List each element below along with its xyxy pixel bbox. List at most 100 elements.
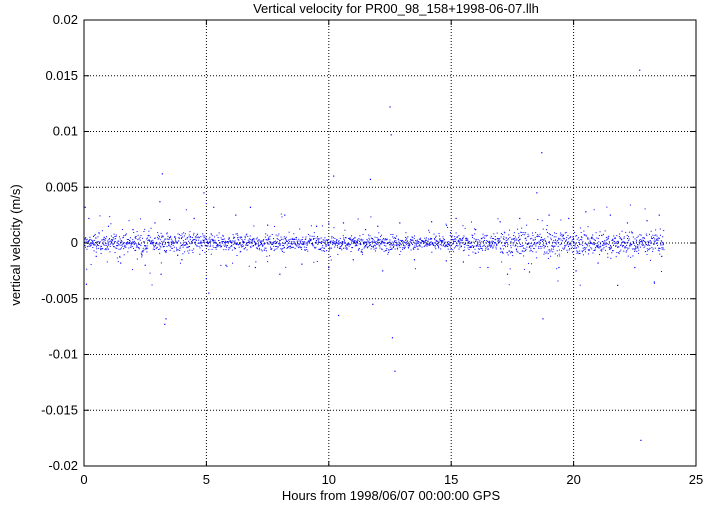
data-point (284, 214, 286, 216)
data-point (271, 234, 273, 236)
data-point (332, 240, 334, 242)
data-point (389, 106, 391, 108)
data-point (363, 242, 365, 244)
data-point (325, 243, 327, 245)
data-point (630, 256, 632, 258)
data-point (573, 237, 575, 239)
data-point (95, 246, 97, 248)
data-point (343, 240, 345, 242)
data-point (272, 238, 274, 240)
data-point (369, 178, 372, 181)
data-point (542, 239, 544, 241)
data-point (644, 208, 646, 210)
data-point (111, 240, 113, 242)
data-point (245, 234, 247, 236)
data-point (183, 235, 185, 237)
data-point (515, 239, 517, 241)
data-point (395, 240, 397, 242)
data-point (197, 242, 199, 244)
data-point (423, 246, 425, 248)
data-point (254, 242, 256, 243)
data-point (481, 237, 483, 239)
data-point (565, 240, 567, 242)
data-point (352, 259, 354, 261)
data-point (112, 237, 114, 239)
data-point (367, 234, 369, 236)
data-point (303, 243, 305, 245)
data-point (394, 241, 396, 243)
data-point (470, 247, 472, 249)
data-point (327, 239, 329, 241)
data-point (564, 247, 566, 249)
data-point (558, 266, 560, 269)
data-point (296, 244, 298, 246)
data-point (547, 253, 549, 255)
data-point (98, 231, 100, 233)
data-point (368, 246, 370, 248)
data-point (631, 243, 633, 245)
data-point (531, 246, 533, 248)
data-point (241, 246, 243, 248)
data-point (138, 248, 140, 250)
data-point (232, 234, 234, 236)
y-axis-label: vertical velocity (m/s) (8, 184, 23, 305)
data-point (566, 239, 567, 241)
data-point (528, 262, 530, 264)
data-point (568, 217, 570, 220)
data-point (135, 246, 137, 248)
data-point (429, 238, 431, 240)
data-point (574, 231, 576, 233)
data-point (353, 241, 355, 243)
data-point (370, 248, 372, 250)
data-point (280, 243, 282, 245)
data-point (234, 243, 236, 245)
data-point (475, 252, 477, 254)
data-point (255, 238, 257, 240)
data-point (268, 236, 270, 238)
data-point (629, 243, 631, 245)
data-point (189, 239, 191, 241)
data-point (205, 242, 207, 244)
data-point (569, 237, 571, 239)
data-point (163, 245, 165, 247)
data-point (606, 206, 608, 208)
data-point (366, 247, 368, 249)
data-point (225, 242, 227, 244)
data-point (569, 243, 571, 245)
data-point (628, 231, 630, 233)
data-point (643, 240, 645, 242)
data-point (313, 261, 315, 263)
data-point (641, 242, 643, 244)
data-point (108, 239, 110, 241)
data-point (504, 245, 506, 247)
data-point (506, 241, 508, 243)
data-point (441, 240, 443, 242)
data-point (507, 238, 509, 240)
data-point (213, 236, 215, 238)
data-point (86, 246, 88, 248)
data-point (487, 245, 489, 247)
data-point (583, 234, 585, 236)
data-point (388, 252, 390, 254)
data-point (580, 239, 582, 241)
data-point (440, 248, 442, 250)
data-point (236, 233, 238, 235)
data-point (315, 225, 318, 227)
data-point (574, 258, 576, 260)
data-point (527, 236, 529, 238)
data-point (515, 248, 517, 250)
data-point (439, 238, 441, 240)
data-point (616, 252, 618, 254)
data-point (246, 249, 248, 251)
data-point (627, 241, 629, 243)
data-point (288, 245, 290, 247)
data-point (407, 240, 409, 242)
data-point (169, 218, 171, 221)
data-point (211, 248, 213, 250)
data-point (227, 240, 229, 242)
data-point (108, 244, 110, 246)
data-point (424, 241, 426, 243)
data-point (408, 247, 410, 249)
data-point (191, 241, 193, 243)
data-point (567, 246, 569, 248)
